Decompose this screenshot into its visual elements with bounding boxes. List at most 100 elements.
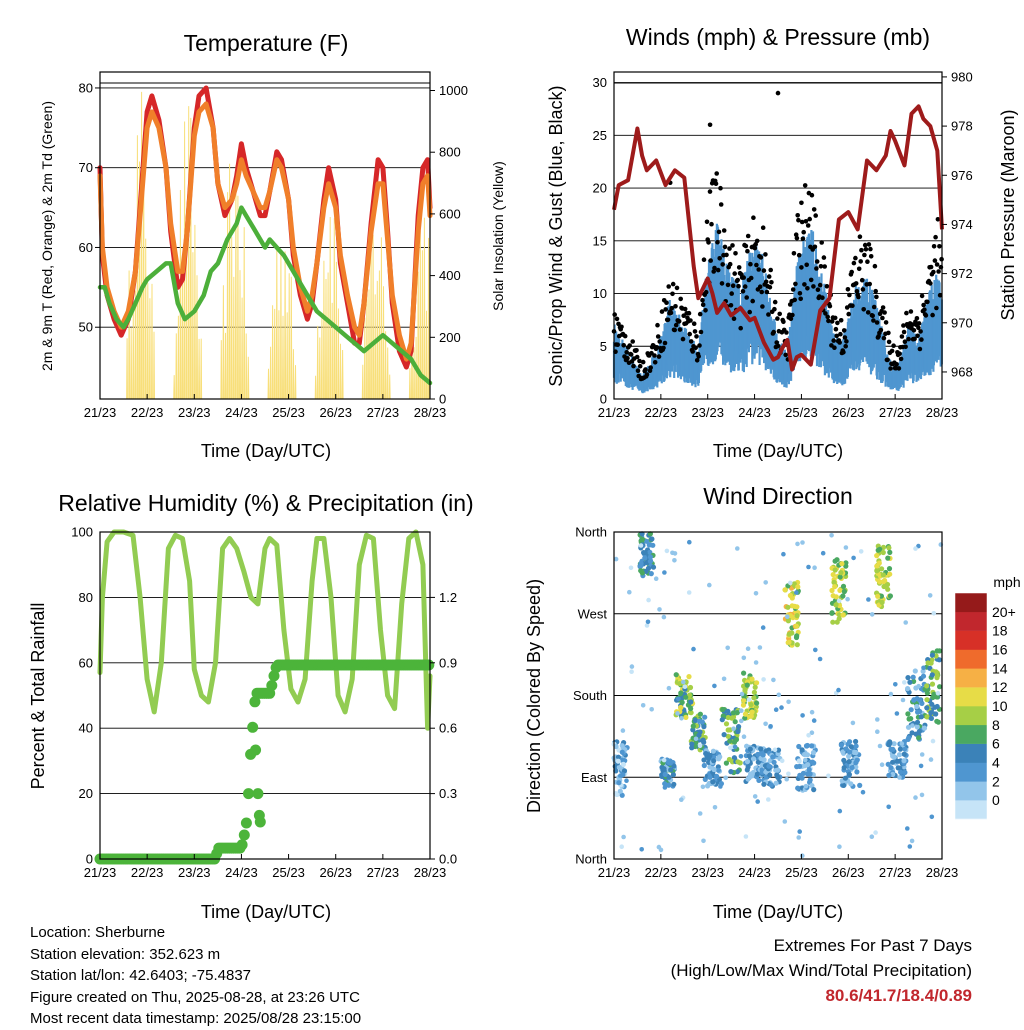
direction-point bbox=[627, 589, 632, 595]
humidity-ytick-right-label: 0.9 bbox=[439, 655, 457, 670]
direction-point bbox=[908, 716, 914, 722]
direction-point bbox=[734, 710, 740, 716]
direction-point bbox=[866, 597, 871, 602]
direction-point bbox=[792, 603, 798, 610]
temperature-ytick-label: 60 bbox=[79, 240, 93, 255]
direction-point bbox=[728, 769, 734, 775]
gust-point bbox=[823, 311, 828, 316]
precip-point bbox=[249, 696, 261, 708]
direction-point bbox=[885, 586, 891, 592]
humidity-panel: Relative Humidity (%) & Precipitation (i… bbox=[28, 490, 474, 922]
temperature-ylabel-left: 2m & 9m T (Red, Orange) & 2m Td (Green) bbox=[39, 101, 55, 371]
direction-point bbox=[727, 738, 733, 744]
direction-point bbox=[891, 754, 897, 760]
direction-point bbox=[905, 826, 910, 831]
gust-point bbox=[740, 289, 746, 294]
direction-point bbox=[747, 774, 753, 780]
direction-point bbox=[642, 555, 648, 561]
solar-spike bbox=[280, 249, 282, 400]
colorbar-label: 20+ bbox=[992, 604, 1016, 620]
gust-point bbox=[715, 267, 721, 273]
direction-point bbox=[667, 760, 674, 766]
direction-point bbox=[924, 697, 930, 703]
direction-point bbox=[693, 736, 699, 742]
winds-xtick-label: 24/23 bbox=[738, 405, 771, 420]
direction-point bbox=[880, 572, 887, 578]
gust-point bbox=[630, 339, 635, 344]
direction-point bbox=[806, 564, 811, 570]
gust-point bbox=[764, 289, 770, 295]
winds-title: Winds (mph) & Pressure (mb) bbox=[626, 24, 930, 50]
direction-point bbox=[693, 739, 699, 746]
gust-point bbox=[871, 318, 876, 323]
direction-point bbox=[832, 558, 838, 564]
gust-point bbox=[631, 363, 636, 369]
direction-point bbox=[786, 771, 791, 777]
direction-point bbox=[911, 697, 917, 703]
gust-point bbox=[814, 266, 819, 271]
gust-point bbox=[870, 313, 875, 319]
direction-point bbox=[914, 703, 920, 710]
direction-point bbox=[748, 713, 754, 719]
direction-point bbox=[689, 745, 695, 751]
direction-point bbox=[840, 612, 846, 618]
gust-point bbox=[872, 263, 878, 269]
gust-point bbox=[718, 185, 723, 191]
gust-point bbox=[766, 312, 771, 317]
dewpoint-line bbox=[97, 205, 433, 386]
direction-point bbox=[853, 749, 859, 756]
solar-spike bbox=[376, 280, 379, 400]
direction-point bbox=[748, 702, 754, 708]
gust-point bbox=[693, 345, 698, 351]
direction-point bbox=[806, 767, 812, 773]
direction-point bbox=[910, 723, 915, 728]
gust-point bbox=[781, 319, 786, 325]
winds-ytick-label: 25 bbox=[593, 128, 607, 143]
gust-point bbox=[935, 217, 941, 222]
gust-point bbox=[628, 352, 634, 357]
gust-point bbox=[708, 258, 713, 263]
colorbar-swatch bbox=[955, 649, 987, 669]
direction-point bbox=[771, 759, 777, 765]
direction-point bbox=[901, 751, 907, 757]
colorbar-swatch bbox=[955, 724, 987, 744]
solar-spike bbox=[286, 312, 289, 400]
gust-point bbox=[805, 223, 811, 228]
gust-point bbox=[652, 353, 657, 358]
gust-point bbox=[703, 289, 709, 295]
temperature-title: Temperature (F) bbox=[184, 30, 349, 56]
solar-spike bbox=[370, 246, 372, 400]
solar-spike bbox=[228, 163, 231, 400]
solar-spike bbox=[325, 278, 327, 400]
direction-point bbox=[902, 769, 908, 776]
direction-point bbox=[701, 762, 707, 769]
gust-point bbox=[661, 345, 666, 351]
gust-point bbox=[744, 295, 749, 300]
direction-point bbox=[730, 710, 737, 716]
solar-spike bbox=[378, 270, 381, 400]
direction-point bbox=[678, 690, 684, 696]
gust-point bbox=[703, 308, 708, 313]
gust-point bbox=[743, 243, 749, 249]
solar-spike bbox=[363, 317, 366, 400]
gust-point bbox=[736, 265, 742, 270]
direction-point bbox=[887, 549, 893, 556]
direction-point bbox=[637, 564, 643, 570]
colorbar-swatch bbox=[955, 611, 987, 631]
gust-point bbox=[865, 259, 870, 265]
humidity-ytick-right-label: 0.3 bbox=[439, 786, 457, 801]
gust-point bbox=[914, 316, 920, 321]
gust-point bbox=[921, 302, 926, 308]
direction-point bbox=[931, 691, 937, 697]
gust-point bbox=[826, 318, 831, 324]
direction-point bbox=[662, 771, 668, 778]
gust-point bbox=[783, 352, 788, 358]
solar-spike bbox=[181, 269, 184, 400]
direction-point bbox=[918, 763, 924, 769]
direction-point bbox=[775, 774, 781, 781]
direction-point bbox=[874, 553, 880, 559]
extremes-values: 80.6/41.7/18.4/0.89 bbox=[825, 986, 972, 1005]
gust-point bbox=[894, 362, 899, 367]
direction-point bbox=[916, 728, 923, 735]
gust-point bbox=[736, 283, 741, 289]
